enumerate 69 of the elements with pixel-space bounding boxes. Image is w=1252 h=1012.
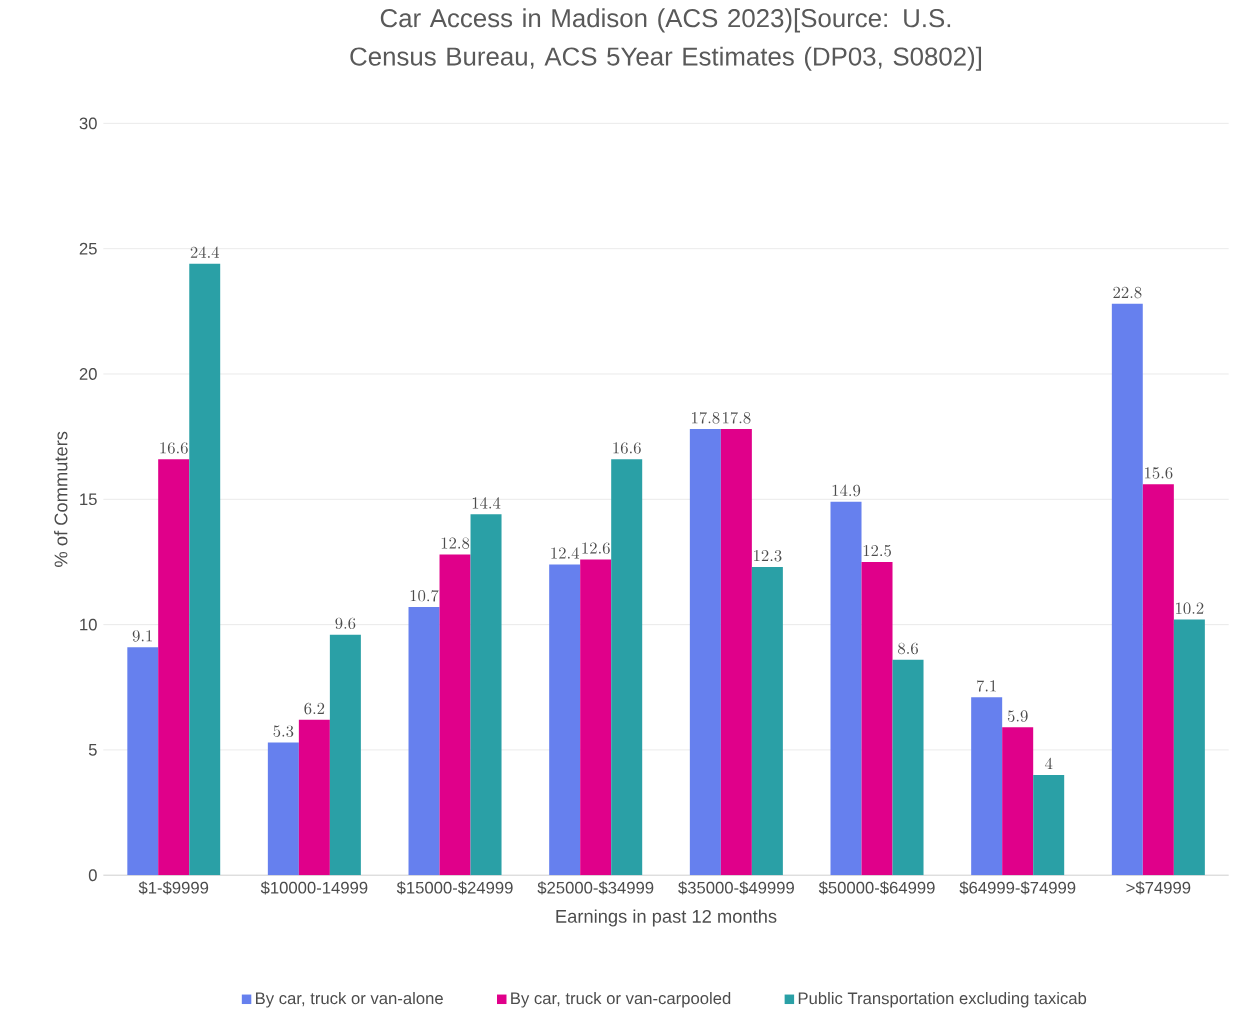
y-tick-label: 5	[88, 744, 97, 756]
bar	[189, 263, 221, 876]
data-label: 14.9	[832, 484, 861, 497]
y-tick-label: 10	[80, 618, 97, 631]
x-tick-label: $1-$9999	[138, 881, 209, 895]
bar	[580, 559, 612, 876]
bar	[751, 567, 783, 876]
bar	[158, 459, 190, 876]
data-label: 9.6	[335, 617, 356, 630]
data-label: 5.3	[273, 725, 294, 737]
data-label: 16.6	[160, 442, 188, 454]
bar	[408, 607, 440, 876]
x-tick-label: >$74999	[1126, 881, 1191, 895]
data-label: 9. 1	[132, 630, 152, 642]
bar	[830, 501, 862, 876]
x-tick-label: $50000-$64999	[818, 881, 935, 895]
data-label: 22.8	[1113, 286, 1142, 299]
data-label: 12.6	[582, 542, 610, 554]
bar	[892, 659, 924, 876]
data-label: 17.8	[723, 411, 751, 424]
data-label: 24.4	[190, 246, 220, 258]
x-tick-label: $15000-$24999	[396, 881, 513, 895]
x-tick-label: $35000-$49999	[678, 881, 794, 895]
bar	[439, 554, 471, 876]
data-label: 6.2	[304, 702, 325, 715]
data-label: 17.8	[692, 411, 720, 424]
chart-title: Car Access in Madison (ACS 2023)[Source: U.S. Census Bureau, ACS 5Year Estimates (DP03, S0802)]	[350, 8, 982, 71]
bar	[1173, 619, 1205, 876]
bar	[1002, 727, 1034, 876]
data-label: 5.9	[1007, 710, 1028, 722]
bar	[329, 634, 361, 876]
bar	[1033, 775, 1065, 876]
data-label: 10.7	[410, 589, 439, 602]
data-label: 8.6	[898, 642, 918, 655]
bar	[127, 647, 159, 876]
data-label: 12.4	[551, 547, 580, 559]
y-axis-title: % of Commuters	[54, 431, 68, 567]
data-label: 4	[1045, 757, 1053, 770]
y-tick-label: 30	[79, 117, 97, 130]
data-label: 12.5	[863, 544, 891, 557]
y-tick-label: 20	[79, 368, 97, 380]
legend-label: By car, truck or van-alone	[255, 992, 443, 1008]
x-tick-label: $10000-14999	[260, 881, 368, 895]
bar	[971, 697, 1003, 876]
x-axis-title: Earnings in past 12 months	[556, 909, 777, 927]
data-label: 12.3	[754, 549, 782, 562]
bar	[861, 561, 893, 876]
x-tick-label: $64999-$74999	[959, 881, 1076, 895]
data-label: 7. 1	[976, 680, 996, 692]
bar	[1111, 303, 1143, 876]
bar	[1142, 484, 1174, 876]
data-label: 14.4	[472, 497, 501, 509]
bar	[470, 514, 502, 876]
bar	[267, 742, 299, 876]
bar	[720, 429, 752, 876]
x-tick-label: $25000-$34999	[537, 881, 654, 895]
bar	[549, 564, 581, 876]
bar	[298, 719, 330, 876]
data-label: 10.2	[1176, 602, 1204, 615]
bar	[689, 429, 721, 876]
data-label: 12.8	[441, 537, 470, 549]
y-tick-label: 0	[88, 869, 97, 882]
bar	[611, 459, 643, 876]
y-tick-label: 15	[80, 493, 97, 506]
data-label: 16.6	[613, 442, 641, 454]
y-tick-label: 25	[79, 242, 97, 255]
legend-label: Public Transportation excluding taxicab	[798, 992, 1087, 1008]
data-label: 15.6	[1145, 467, 1173, 479]
legend-label: By car, truck or van-carpooled	[511, 992, 731, 1008]
